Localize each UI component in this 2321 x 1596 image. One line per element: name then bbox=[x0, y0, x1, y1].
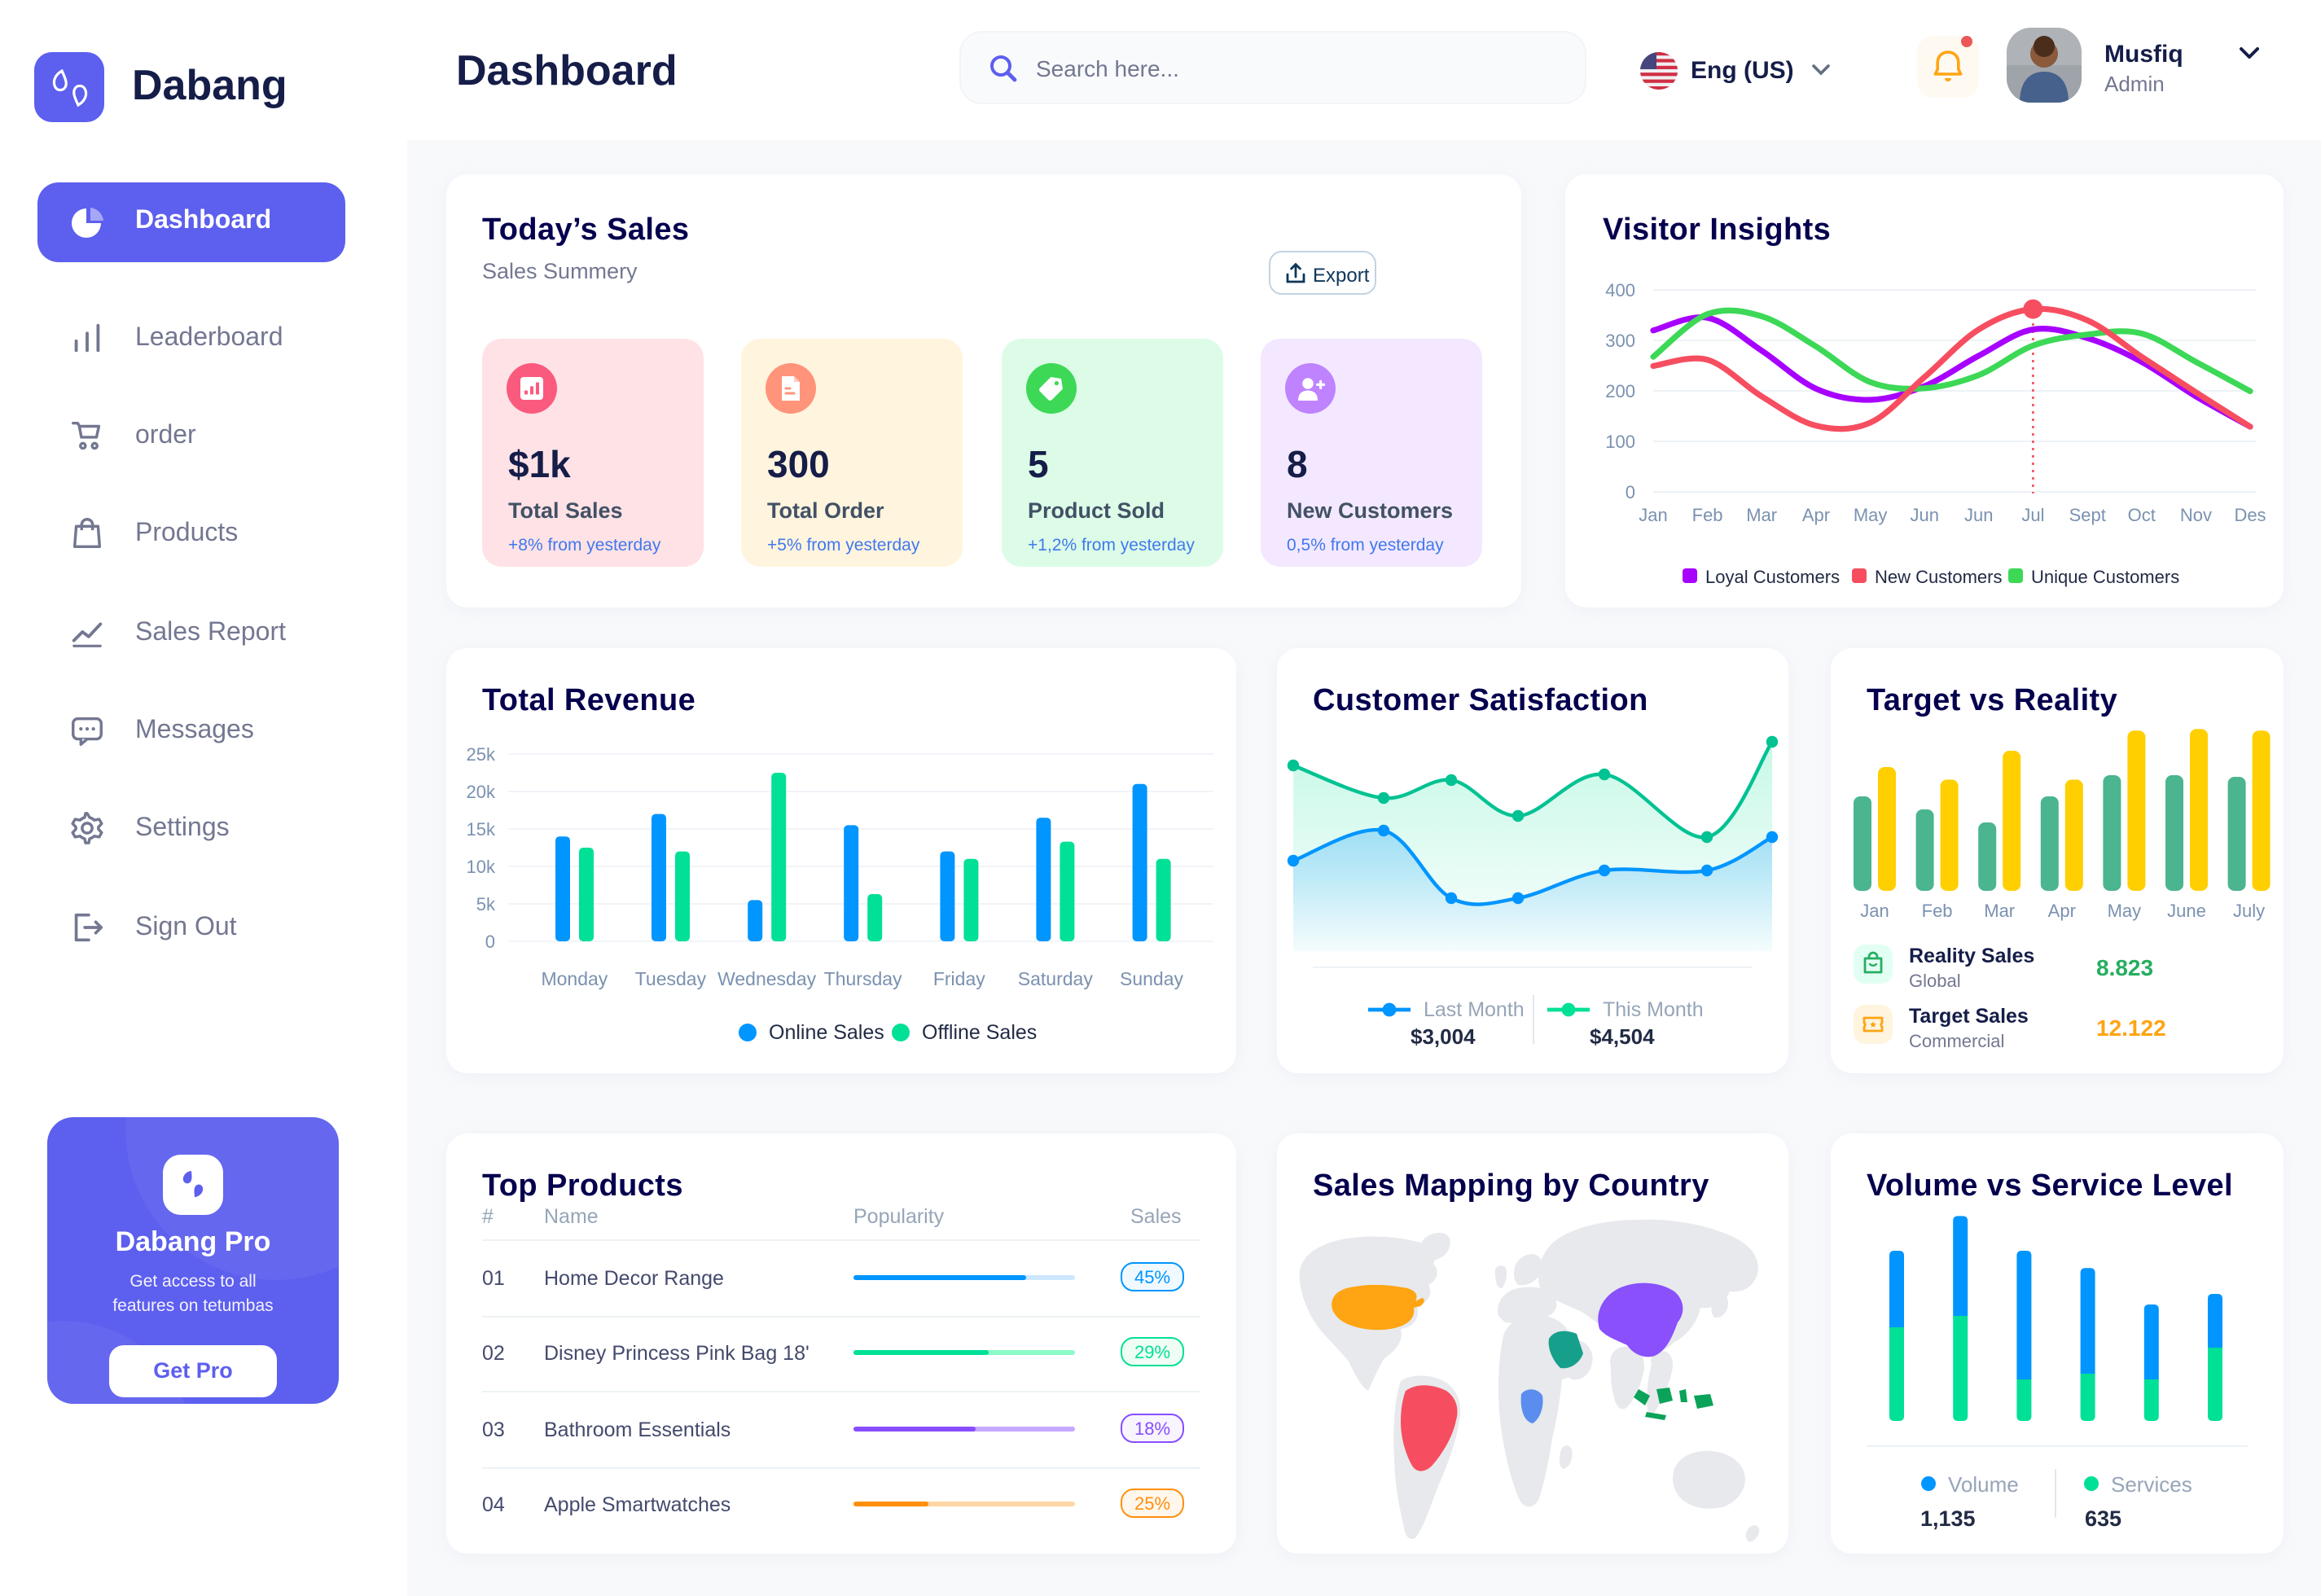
svg-text:0: 0 bbox=[1626, 482, 1635, 502]
svg-text:Jan: Jan bbox=[1639, 505, 1667, 525]
svg-text:Mar: Mar bbox=[1984, 901, 2015, 921]
svg-text:100: 100 bbox=[1605, 432, 1635, 452]
svg-text:Apr: Apr bbox=[1802, 505, 1830, 525]
svg-text:Loyal Customers: Loyal Customers bbox=[1705, 567, 1840, 587]
svg-text:Mar: Mar bbox=[1746, 505, 1777, 525]
svg-text:Jul: Jul bbox=[2021, 505, 2044, 525]
svg-text:15k: 15k bbox=[467, 819, 496, 840]
svg-text:10k: 10k bbox=[467, 857, 496, 877]
svg-text:May: May bbox=[2108, 901, 2142, 921]
svg-text:Offline Sales: Offline Sales bbox=[922, 1021, 1037, 1044]
svg-text:July: July bbox=[2233, 901, 2265, 921]
svg-text:New Customers: New Customers bbox=[1875, 567, 2002, 587]
svg-text:300: 300 bbox=[1605, 331, 1635, 351]
svg-text:Oct: Oct bbox=[2128, 505, 2156, 525]
svg-text:0: 0 bbox=[485, 932, 495, 952]
svg-text:Jan: Jan bbox=[1860, 901, 1889, 921]
svg-text:Feb: Feb bbox=[1692, 505, 1723, 525]
svg-text:Apr: Apr bbox=[2048, 901, 2076, 921]
svg-text:June: June bbox=[2167, 901, 2206, 921]
svg-text:Friday: Friday bbox=[933, 968, 985, 989]
svg-text:Saturday: Saturday bbox=[1018, 968, 1094, 989]
svg-text:Nov: Nov bbox=[2180, 505, 2212, 525]
svg-text:Tuesday: Tuesday bbox=[635, 968, 707, 989]
svg-text:Services: Services bbox=[2111, 1472, 2192, 1497]
svg-text:May: May bbox=[1854, 505, 1888, 525]
svg-text:Unique Customers: Unique Customers bbox=[2031, 567, 2179, 587]
svg-text:5k: 5k bbox=[476, 894, 496, 914]
svg-text:635: 635 bbox=[2085, 1506, 2121, 1531]
svg-text:Thursday: Thursday bbox=[824, 968, 902, 989]
svg-text:Sunday: Sunday bbox=[1120, 968, 1184, 989]
svg-text:Volume: Volume bbox=[1948, 1472, 2019, 1497]
svg-text:25k: 25k bbox=[467, 744, 496, 765]
svg-text:Jun: Jun bbox=[1964, 505, 1993, 525]
svg-text:Jun: Jun bbox=[1910, 505, 1938, 525]
svg-text:200: 200 bbox=[1605, 381, 1635, 401]
svg-text:Last Month: Last Month bbox=[1424, 998, 1525, 1021]
svg-text:$3,004: $3,004 bbox=[1411, 1024, 1476, 1049]
svg-text:400: 400 bbox=[1605, 280, 1635, 300]
svg-text:Feb: Feb bbox=[1922, 901, 1953, 921]
svg-text:$4,504: $4,504 bbox=[1590, 1024, 1655, 1049]
svg-text:Wednesday: Wednesday bbox=[717, 968, 817, 989]
svg-text:This Month: This Month bbox=[1603, 998, 1704, 1021]
svg-text:20k: 20k bbox=[467, 782, 496, 802]
svg-text:Online Sales: Online Sales bbox=[769, 1021, 884, 1044]
svg-text:Monday: Monday bbox=[541, 968, 608, 989]
svg-text:Des: Des bbox=[2234, 505, 2266, 525]
svg-text:1,135: 1,135 bbox=[1920, 1506, 1976, 1531]
svg-text:Sept: Sept bbox=[2069, 505, 2106, 525]
